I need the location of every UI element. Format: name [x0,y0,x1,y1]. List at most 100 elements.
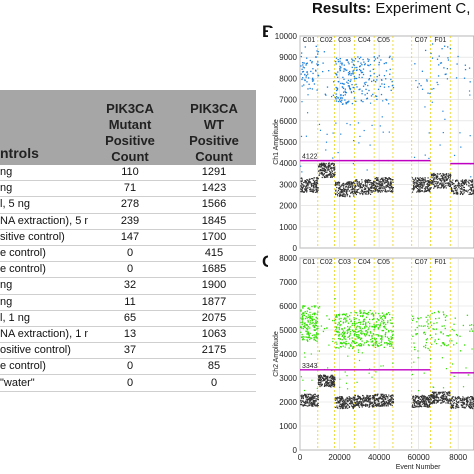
table-row: e control) 0 1685 [0,262,256,278]
row-mutant-count: 0 [126,376,134,389]
droplet-points [300,298,474,410]
row-label: NA extraction), 5 ng [0,214,88,227]
y-tick-label: 5000 [279,326,297,335]
row-label: NA extraction), 1 ng [0,327,88,340]
well-label: C07 [415,259,428,266]
results-title-rest: Experiment C, F [371,0,474,17]
table-header-row: ntrols PIK3CA Mutant Positive Count PIK3… [0,90,256,165]
panel-c-chart: 8000 7000 6000 5000 4000 3000 2000 1000 00 20000 4… [273,254,474,471]
x-tick-label: 8000 [449,453,467,462]
well-label: C01 [302,37,315,44]
table-row: ng 71 1423 [0,181,256,197]
row-wt-count: 1566 [201,198,227,211]
results-title-bold: Results: [312,0,372,17]
y-tick-label: 1000 [279,422,297,431]
y-tick-label: 4000 [279,350,297,359]
row-wt-count: 2175 [201,344,227,357]
well-label: C04 [358,259,371,266]
table-row: l, 1 ng 65 2075 [0,310,256,327]
row-label: ng [0,279,13,292]
x-tick-label: 20000 [328,453,351,462]
row-label: ng [0,295,13,308]
y-tick-label: 8000 [279,254,297,263]
well-label: C02 [320,259,333,266]
well-label: C02 [320,37,333,44]
row-wt-count: 1900 [201,279,227,292]
row-mutant-count: 239 [120,214,140,227]
y-tick-label: 6000 [279,302,297,311]
row-mutant-count: 278 [120,198,140,211]
row-mutant-count: 32 [123,279,137,292]
y-tick-label: 4000 [279,159,297,168]
y-tick-label: 7000 [279,96,297,105]
y-tick-label: 2000 [279,398,297,407]
row-mutant-count: 13 [123,327,137,340]
row-label: sitive control) [0,230,65,243]
table-row: sitive control) 147 1700 [0,229,256,246]
well-label: C04 [358,37,371,44]
row-wt-count: 1700 [201,230,227,243]
row-wt-count: 1291 [201,166,227,179]
results-title: Results: Experiment C, F [312,0,474,17]
row-wt-count: 1423 [201,182,227,195]
droplet-points [300,43,474,198]
row-mutant-count: 0 [126,263,134,276]
well-label: C03 [338,37,351,44]
table-row: e control) 0 85 [0,359,256,375]
well-label: F01 [434,259,446,266]
threshold-label: 3343 [302,363,318,370]
x-tick-label: 40000 [368,453,391,462]
x-tick-label: 60000 [408,453,431,462]
table-row: "water" 0 0 [0,375,256,392]
row-wt-count: 2075 [201,311,227,324]
row-label: e control) [0,360,46,373]
well-label: F01 [434,37,446,44]
row-label: ng [0,166,13,179]
row-wt-count: 0 [210,376,218,389]
row-wt-count: 85 [207,360,221,373]
well-label: C03 [338,259,351,266]
header-controls: ntrols [0,90,88,165]
results-table: ntrols PIK3CA Mutant Positive Count PIK3… [0,90,256,392]
table-row: NA extraction), 1 ng 13 1063 [0,326,256,343]
y-tick-label: 1000 [279,223,297,232]
y-axis-label: Ch2 Amplitude [273,331,280,377]
table-row: l, 5 ng 278 1566 [0,197,256,214]
x-axis-label: Event Number [396,464,441,471]
row-mutant-count: 65 [123,311,137,324]
y-tick-label: 3000 [279,180,297,189]
x-tick-label: 0 [298,453,303,462]
row-wt-count: 1877 [201,295,227,308]
row-wt-count: 415 [204,247,224,260]
table-row: ng 110 1291 [0,165,256,181]
table-row: ositive control) 37 2175 [0,343,256,359]
row-label: ositive control) [0,344,71,357]
well-label: C05 [377,259,390,266]
table-row: ng 32 1900 [0,278,256,294]
table-row: ng 11 1877 [0,294,256,311]
row-label: "water" [0,376,35,389]
row-label: e control) [0,247,46,260]
row-mutant-count: 71 [123,182,137,195]
row-label: l, 5 ng [0,198,30,211]
row-label: e control) [0,263,46,276]
panel-b-chart: 1000090008000700060005000400030002000100… [273,32,474,260]
y-tick-label: 5000 [279,138,297,147]
row-wt-count: 1845 [201,214,227,227]
row-label: l, 1 ng [0,311,30,324]
row-mutant-count: 110 [121,166,139,179]
row-wt-count: 1685 [201,263,227,276]
row-mutant-count: 147 [120,230,140,243]
header-mutant-count: PIK3CA Mutant Positive Count [88,90,172,165]
y-tick-label: 2000 [279,202,297,211]
row-mutant-count: 0 [126,247,134,260]
row-wt-count: 1063 [201,327,227,340]
y-tick-label: 9000 [279,53,297,62]
threshold-label: 4122 [302,154,318,161]
table-row: NA extraction), 5 ng 239 1845 [0,213,256,230]
well-label: C01 [302,259,315,266]
header-wt-count: PIK3CA WT Positive Count [172,90,256,165]
panel-b-plot: 10000 9000 8000 7000 6000 5000 4000 3000 2000 100… [268,28,474,266]
table-row: e control) 0 415 [0,245,256,262]
y-tick-label: 0 [293,244,298,253]
